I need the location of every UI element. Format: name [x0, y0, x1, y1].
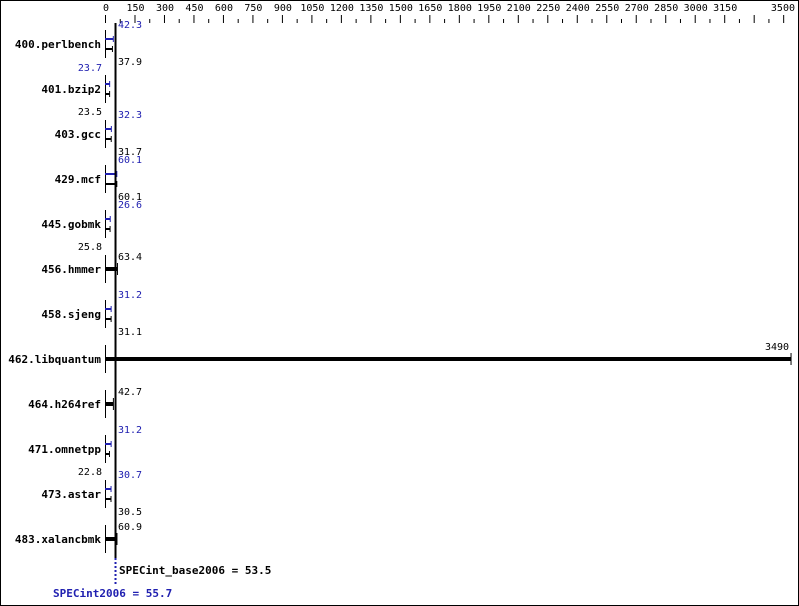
x-tick-label: 3500 — [771, 3, 795, 14]
base-bar — [105, 267, 118, 271]
base-bar — [105, 228, 111, 230]
peak-bar — [105, 308, 112, 310]
base-value-label: 63.4 — [118, 252, 142, 263]
base-value-label: 31.7 — [118, 147, 142, 158]
x-tick-label: 1950 — [477, 3, 501, 14]
x-tick-label: 1200 — [330, 3, 354, 14]
x-tick-label: 0 — [103, 3, 109, 14]
base-bar — [105, 357, 792, 361]
peak-value-label: 23.7 — [78, 63, 102, 74]
benchmark-label: 462.libquantum — [8, 353, 101, 366]
benchmark-label: 401.bzip2 — [41, 83, 101, 96]
peak-bar — [105, 218, 111, 220]
base-value-label: 22.8 — [78, 467, 102, 478]
base-bar — [105, 138, 112, 140]
x-tick-label: 2100 — [507, 3, 531, 14]
peak-mean-label: SPECint2006 = 55.7 — [53, 587, 172, 600]
base-bar — [105, 537, 117, 541]
x-tick-label: 1500 — [389, 3, 413, 14]
benchmark-label: 445.gobmk — [41, 218, 101, 231]
peak-bar — [105, 443, 112, 445]
base-bar — [105, 402, 114, 406]
x-tick-label: 900 — [274, 3, 292, 14]
benchmark-label: 464.h264ref — [28, 398, 101, 411]
base-value-label: 30.5 — [118, 507, 142, 518]
base-bar — [105, 318, 112, 320]
base-value-label: 60.1 — [118, 192, 142, 203]
base-value-label: 3490 — [765, 342, 789, 353]
peak-bar — [105, 38, 114, 40]
benchmark-label: 429.mcf — [55, 173, 101, 186]
base-bar — [105, 498, 111, 500]
peak-value-label: 32.3 — [118, 110, 142, 121]
base-value-label: 31.1 — [118, 327, 142, 338]
base-value-label: 37.9 — [118, 57, 142, 68]
x-tick-label: 450 — [185, 3, 203, 14]
benchmark-label: 483.xalancbmk — [15, 533, 101, 546]
base-bar — [105, 183, 117, 185]
x-tick-label: 2550 — [595, 3, 619, 14]
base-value-label: 42.7 — [118, 387, 142, 398]
peak-value-label: 31.2 — [118, 290, 142, 301]
x-tick-label: 2400 — [566, 3, 590, 14]
peak-bar — [105, 488, 112, 490]
benchmark-label: 403.gcc — [55, 128, 101, 141]
peak-value-label: 31.2 — [118, 425, 142, 436]
x-tick-label: 2250 — [536, 3, 560, 14]
benchmark-label: 458.sjeng — [41, 308, 101, 321]
x-tick-label: 2700 — [625, 3, 649, 14]
peak-bar — [105, 173, 117, 175]
x-tick-label: 300 — [156, 3, 174, 14]
base-value-label: 23.5 — [78, 107, 102, 118]
base-bar — [105, 48, 113, 50]
x-tick-label: 1350 — [359, 3, 383, 14]
peak-value-label: 42.3 — [118, 20, 142, 31]
x-tick-label: 150 — [126, 3, 144, 14]
peak-value-label: 30.7 — [118, 470, 142, 481]
peak-value-label: 60.1 — [118, 155, 142, 166]
x-tick-label: 1650 — [418, 3, 442, 14]
x-tick-label: 3000 — [684, 3, 708, 14]
x-tick-label: 2850 — [654, 3, 678, 14]
x-tick-label: 600 — [215, 3, 233, 14]
peak-value-label: 26.6 — [118, 200, 142, 211]
peak-bar — [105, 128, 112, 130]
x-tick-label: 750 — [244, 3, 262, 14]
x-tick-label: 1050 — [300, 3, 324, 14]
benchmark-label: 471.omnetpp — [28, 443, 101, 456]
summary-base: SPECint_base2006 = 53.5 — [119, 564, 272, 577]
x-tick-label: 1800 — [448, 3, 472, 14]
x-tick-label: 3150 — [713, 3, 737, 14]
benchmark-label: 400.perlbench — [15, 38, 101, 51]
base-bar — [105, 93, 110, 95]
benchmark-label: 456.hmmer — [41, 263, 101, 276]
base-bar — [105, 453, 110, 455]
base-value-label: 60.9 — [118, 522, 142, 533]
base-value-label: 25.8 — [78, 242, 102, 253]
peak-bar — [105, 83, 110, 85]
benchmark-label: 473.astar — [41, 488, 101, 501]
